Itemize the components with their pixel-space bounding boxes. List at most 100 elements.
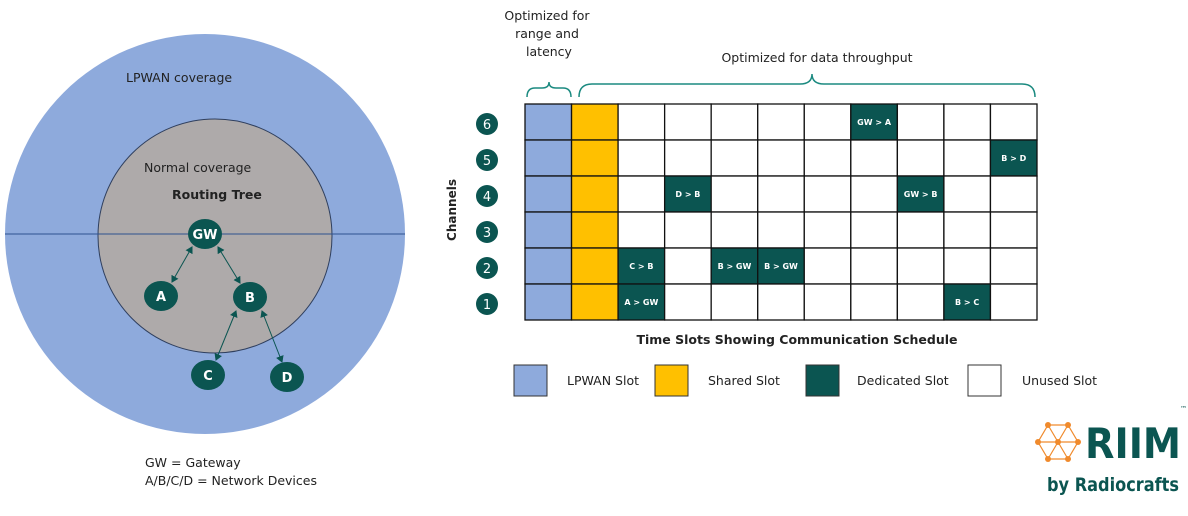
channel-number: 5 — [483, 154, 491, 169]
svg-text:D: D — [282, 371, 293, 386]
legend-label-shared: Shared Slot — [708, 373, 780, 388]
slot-grid: GW > A B > D D > B GW > B C > B B > GW B > GW A… — [524, 103, 1038, 321]
slot-unused-ch3-4 — [710, 211, 759, 249]
slot-unused-ch1-8 — [896, 283, 945, 321]
slot-unused-ch2-8 — [896, 247, 945, 285]
slot-unused-ch3-6 — [803, 211, 852, 249]
slot-shared-ch4-1 — [570, 175, 619, 213]
slot-unused-ch5-2 — [617, 139, 666, 177]
channel-number: 6 — [483, 118, 491, 133]
svg-text:GW: GW — [192, 228, 217, 243]
link-b-c — [214, 310, 238, 361]
slot-unused-ch3-5 — [757, 211, 805, 249]
routing-tree-label: Routing Tree — [172, 187, 262, 202]
slot-unused-ch6-5 — [757, 103, 805, 141]
legend-swatch-dedicated — [805, 364, 840, 397]
slot-unused-ch4-2 — [617, 175, 666, 213]
legend-swatch-lpwan — [513, 364, 548, 397]
brace-right — [578, 73, 1036, 98]
link-gw-a — [171, 246, 193, 283]
slot-unused-ch3-2 — [617, 211, 666, 249]
schedule: Optimized for range and latency Optimize… — [445, 8, 1038, 347]
slot-unused-ch5-6 — [803, 139, 852, 177]
lpwan-coverage-label: LPWAN coverage — [126, 70, 232, 85]
throughput-label: Optimized for data throughput — [721, 50, 912, 65]
slot-unused-ch6-4 — [710, 103, 759, 141]
slot-unused-ch3-9 — [943, 211, 992, 249]
slot-label: GW > B — [904, 190, 938, 199]
slot-unused-ch1-7 — [850, 283, 899, 321]
node-d: D — [270, 362, 304, 392]
logo-trademark: ™ — [1180, 405, 1187, 413]
slot-unused-ch1-10 — [989, 283, 1038, 321]
slot-unused-ch4-6 — [803, 175, 852, 213]
channel-number: 3 — [483, 226, 491, 241]
coverage-diagram: LPWAN coverage Normal coverage Routing T… — [5, 34, 405, 488]
slot-unused-ch2-3 — [663, 247, 712, 285]
svg-text:B: B — [245, 291, 255, 306]
brace-left — [526, 81, 572, 98]
slot-unused-ch2-10 — [989, 247, 1038, 285]
slot-shared-ch6-1 — [570, 103, 619, 141]
slot-shared-ch3-1 — [570, 211, 619, 249]
slot-unused-ch6-6 — [803, 103, 852, 141]
channels-label: Channels — [445, 179, 459, 241]
slot-label: D > B — [675, 190, 700, 199]
slot-unused-ch5-5 — [757, 139, 805, 177]
svg-text:A: A — [156, 290, 166, 305]
node-a: A — [144, 281, 178, 311]
slot-shared-ch2-1 — [570, 247, 619, 285]
slot-lpwan-ch1-0 — [524, 283, 573, 321]
slot-lpwan-ch2-0 — [524, 247, 573, 285]
channel-labels: 6 5 4 3 2 1 — [476, 113, 498, 315]
slot-shared-ch5-1 — [570, 139, 619, 177]
legend-label-dedicated: Dedicated Slot — [857, 373, 949, 388]
slot-unused-ch1-3 — [663, 283, 712, 321]
slot-unused-ch1-6 — [803, 283, 852, 321]
slot-unused-ch3-3 — [663, 211, 712, 249]
slot-unused-ch5-8 — [896, 139, 945, 177]
slot-unused-ch2-9 — [943, 247, 992, 285]
slot-unused-ch6-10 — [989, 103, 1038, 141]
slot-unused-ch6-9 — [943, 103, 992, 141]
time-slots-label: Time Slots Showing Communication Schedul… — [636, 332, 957, 347]
channel-badge — [476, 185, 498, 207]
slot-label: B > C — [955, 298, 979, 307]
node-c: C — [191, 360, 225, 390]
slot-unused-ch4-5 — [757, 175, 805, 213]
legend-label-unused: Unused Slot — [1022, 373, 1097, 388]
slot-unused-ch1-5 — [757, 283, 805, 321]
slot-lpwan-ch6-0 — [524, 103, 573, 141]
slot-shared-ch1-1 — [570, 283, 619, 321]
channel-badge — [476, 293, 498, 315]
link-gw-b — [217, 246, 241, 284]
slot-unused-ch6-2 — [617, 103, 666, 141]
slot-unused-ch5-4 — [710, 139, 759, 177]
svg-text:C: C — [203, 369, 213, 384]
slot-dedicated-ch2-4 — [710, 247, 759, 285]
range-latency-label: Optimized for range and latency — [504, 8, 593, 59]
slot-unused-ch5-9 — [943, 139, 992, 177]
slot-unused-ch4-10 — [989, 175, 1038, 213]
normal-coverage-label: Normal coverage — [144, 160, 252, 175]
slot-unused-ch2-7 — [850, 247, 899, 285]
key-devices: A/B/C/D = Network Devices — [145, 473, 317, 488]
slot-lpwan-ch4-0 — [524, 175, 573, 213]
slot-unused-ch3-10 — [989, 211, 1038, 249]
link-b-d — [260, 310, 284, 363]
legend-swatch-unused — [967, 364, 1002, 397]
channel-number: 4 — [483, 190, 491, 205]
slot-label: B > GW — [764, 262, 798, 271]
slot-unused-ch5-7 — [850, 139, 899, 177]
channel-badge — [476, 113, 498, 135]
slot-label: C > B — [629, 262, 653, 271]
slot-unused-ch2-6 — [803, 247, 852, 285]
slot-unused-ch6-3 — [663, 103, 712, 141]
slot-label: B > GW — [718, 262, 752, 271]
slot-unused-ch4-9 — [943, 175, 992, 213]
channel-number: 2 — [483, 262, 491, 277]
riim-logo: RIIM ™ by Radiocrafts — [1035, 405, 1187, 496]
slot-unused-ch5-3 — [663, 139, 712, 177]
slot-dedicated-ch4-8 — [896, 175, 945, 213]
